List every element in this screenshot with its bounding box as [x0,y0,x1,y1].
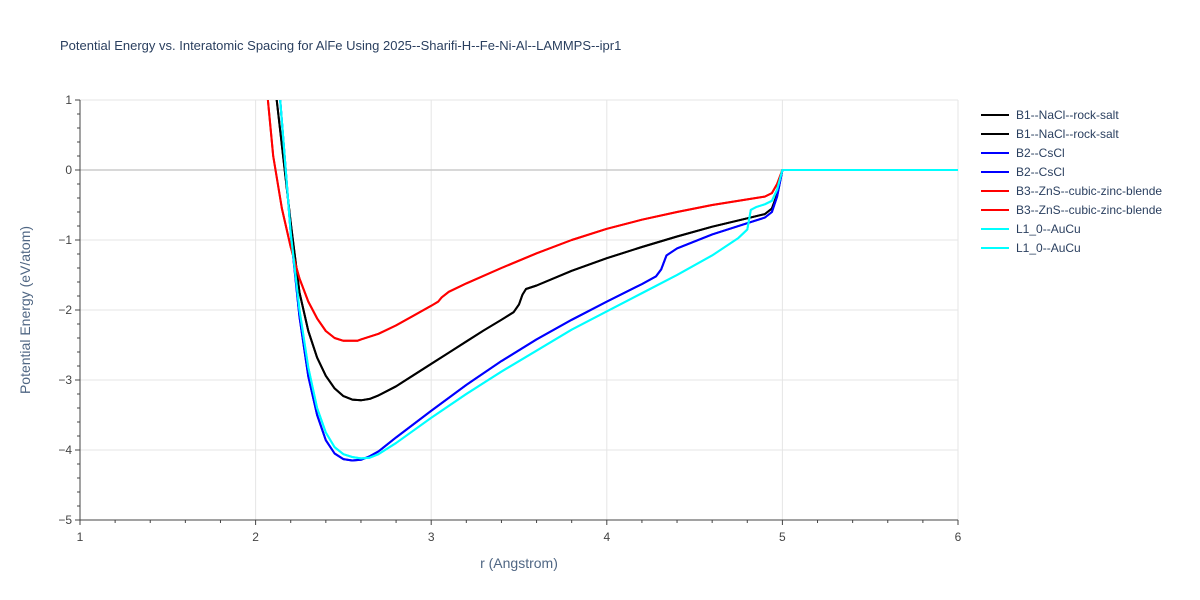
series-line-l1-0-aucu-8 [279,100,958,460]
legend-item[interactable]: B2--CsCl [981,146,1065,160]
legend-label: L1_0--AuCu [1016,222,1081,236]
legend-label: B3--ZnS--cubic-zinc-blende [1016,203,1162,217]
legend-label: B1--NaCl--rock-salt [1016,108,1119,122]
legend-label: B3--ZnS--cubic-zinc-blende [1016,184,1162,198]
legend-item[interactable]: B2--CsCl [981,165,1065,179]
series-line-b3-zns-cubic-zinc-blende-6 [266,100,958,342]
grid-lines [80,99,959,520]
y-tick-label: 1 [65,93,72,107]
legend-item[interactable]: L1_0--AuCu [981,222,1081,236]
legend-label: L1_0--AuCu [1016,241,1081,255]
series-line-b2-cscl-4 [279,100,958,462]
y-tick-label: −5 [58,513,72,527]
x-tick-label: 4 [603,530,610,544]
y-tick-label: −3 [58,373,72,387]
x-tick-label: 2 [252,530,259,544]
chart-title: Potential Energy vs. Interatomic Spacing… [60,38,621,53]
legend-item[interactable]: B1--NaCl--rock-salt [981,127,1119,141]
x-tick-label: 5 [779,530,786,544]
axes: 1 2 3 4 5 6 1 0 −1 −2 −3 −4 −5 [58,93,961,544]
x-tick-label: 1 [77,530,84,544]
series-lines [266,100,958,462]
x-tick-label: 6 [955,530,962,544]
legend-label: B1--NaCl--rock-salt [1016,127,1119,141]
legend-item[interactable]: B1--NaCl--rock-salt [981,108,1119,122]
y-tick-label: −2 [58,303,72,317]
legend-item[interactable]: B3--ZnS--cubic-zinc-blende [981,184,1162,198]
legend[interactable]: B1--NaCl--rock-salt B1--NaCl--rock-salt B2… [981,108,1162,255]
legend-item[interactable]: B3--ZnS--cubic-zinc-blende [981,203,1162,217]
y-axis-label: Potential Energy (eV/atom) [17,226,33,394]
x-axis-label: r (Angstrom) [480,555,558,571]
y-tick-label: −4 [58,443,72,457]
legend-label: B2--CsCl [1016,165,1065,179]
legend-item[interactable]: L1_0--AuCu [981,241,1081,255]
legend-label: B2--CsCl [1016,146,1065,160]
x-tick-label: 3 [428,530,435,544]
y-tick-label: −1 [58,233,72,247]
y-tick-label: 0 [65,163,72,177]
